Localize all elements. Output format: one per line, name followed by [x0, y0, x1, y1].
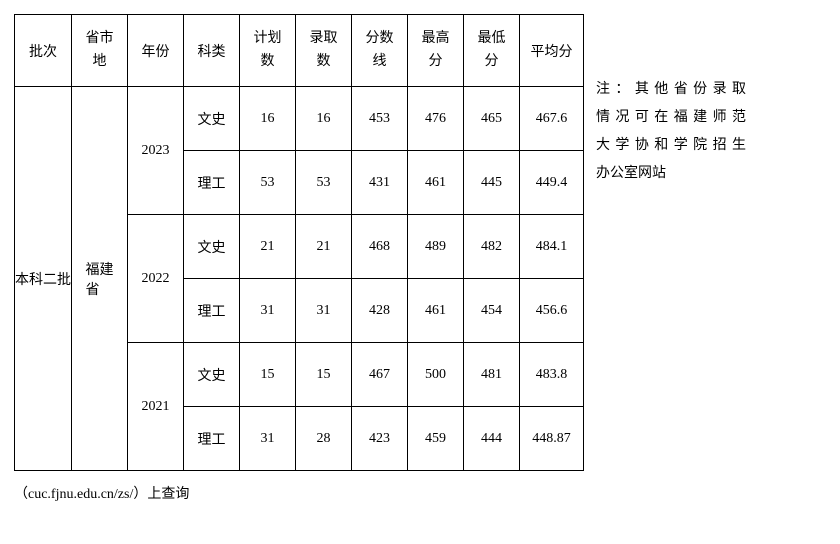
footer-text: （cuc.fjnu.edu.cn/zs/）上查询 — [14, 483, 826, 503]
note-line: 大学协和学院招生 — [596, 132, 746, 160]
cell-avg: 467.6 — [520, 87, 584, 151]
cell-subject: 文史 — [184, 343, 240, 407]
th-min: 最低 分 — [464, 15, 520, 87]
cell-admit: 21 — [296, 215, 352, 279]
cell-line: 431 — [352, 151, 408, 215]
cell-plan: 15 — [240, 343, 296, 407]
cell-min: 465 — [464, 87, 520, 151]
side-note: 注：其他省份录取 情况可在福建师范 大学协和学院招生 办公室网站 — [596, 76, 746, 188]
cell-plan: 31 — [240, 407, 296, 471]
cell-admit: 53 — [296, 151, 352, 215]
cell-avg: 483.8 — [520, 343, 584, 407]
th-max-l2: 分 — [429, 51, 443, 73]
cell-subject: 理工 — [184, 151, 240, 215]
cell-min: 444 — [464, 407, 520, 471]
cell-max: 461 — [408, 151, 464, 215]
cell-line: 467 — [352, 343, 408, 407]
th-year: 年份 — [128, 15, 184, 87]
cell-max: 500 — [408, 343, 464, 407]
th-line: 分数 线 — [352, 15, 408, 87]
cell-line: 428 — [352, 279, 408, 343]
cell-plan: 16 — [240, 87, 296, 151]
th-plan: 计划 数 — [240, 15, 296, 87]
cell-plan: 53 — [240, 151, 296, 215]
cell-province: 福建省 — [72, 87, 128, 471]
th-admit-l2: 数 — [317, 51, 331, 73]
th-plan-l1: 计划 — [254, 28, 282, 50]
th-max-l1: 最高 — [422, 28, 450, 50]
cell-max: 476 — [408, 87, 464, 151]
cell-admit: 31 — [296, 279, 352, 343]
th-min-l2: 分 — [485, 51, 499, 73]
cell-batch: 本科二批 — [15, 87, 72, 471]
cell-line: 423 — [352, 407, 408, 471]
table-row: 本科二批 福建省 2023 文史 16 16 453 476 465 467.6 — [15, 87, 584, 151]
table-header-row: 批次 省市 地 年份 科类 计划 数 录取 — [15, 15, 584, 87]
cell-plan: 31 — [240, 279, 296, 343]
cell-min: 454 — [464, 279, 520, 343]
th-province-l1: 省市 — [86, 28, 114, 50]
cell-max: 461 — [408, 279, 464, 343]
note-line: 注：其他省份录取 — [596, 76, 746, 104]
cell-subject: 文史 — [184, 215, 240, 279]
th-admit: 录取 数 — [296, 15, 352, 87]
cell-admit: 16 — [296, 87, 352, 151]
th-subject: 科类 — [184, 15, 240, 87]
cell-min: 482 — [464, 215, 520, 279]
cell-max: 489 — [408, 215, 464, 279]
cell-admit: 15 — [296, 343, 352, 407]
cell-subject: 文史 — [184, 87, 240, 151]
th-line-l2: 线 — [373, 51, 387, 73]
cell-year: 2021 — [128, 343, 184, 471]
cell-plan: 21 — [240, 215, 296, 279]
cell-max: 459 — [408, 407, 464, 471]
th-min-l1: 最低 — [478, 28, 506, 50]
cell-avg: 484.1 — [520, 215, 584, 279]
cell-subject: 理工 — [184, 407, 240, 471]
note-line: 办公室网站 — [596, 160, 746, 188]
cell-avg: 449.4 — [520, 151, 584, 215]
cell-subject: 理工 — [184, 279, 240, 343]
cell-admit: 28 — [296, 407, 352, 471]
th-plan-l2: 数 — [261, 51, 275, 73]
th-line-l1: 分数 — [366, 28, 394, 50]
admission-table: 批次 省市 地 年份 科类 计划 数 录取 — [14, 14, 584, 471]
note-line: 情况可在福建师范 — [596, 104, 746, 132]
cell-year: 2022 — [128, 215, 184, 343]
cell-min: 481 — [464, 343, 520, 407]
th-batch: 批次 — [15, 15, 72, 87]
th-province: 省市 地 — [72, 15, 128, 87]
cell-avg: 456.6 — [520, 279, 584, 343]
th-avg: 平均分 — [520, 15, 584, 87]
cell-min: 445 — [464, 151, 520, 215]
th-admit-l1: 录取 — [310, 28, 338, 50]
cell-line: 453 — [352, 87, 408, 151]
th-max: 最高 分 — [408, 15, 464, 87]
cell-avg: 448.87 — [520, 407, 584, 471]
th-province-l2: 地 — [93, 51, 107, 73]
cell-line: 468 — [352, 215, 408, 279]
cell-year: 2023 — [128, 87, 184, 215]
